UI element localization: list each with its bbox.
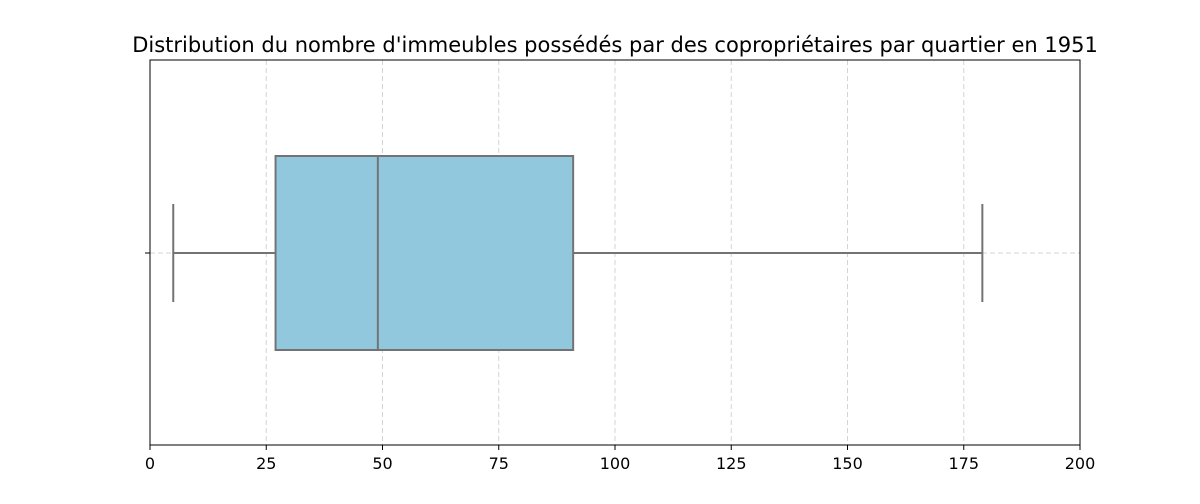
x-tick-label: 50 [372,454,392,473]
chart-title: Distribution du nombre d'immeubles possé… [132,33,1098,57]
x-tick-label: 150 [832,454,863,473]
x-tick-label: 75 [489,454,509,473]
x-tick-label: 200 [1065,454,1096,473]
x-tick-label: 175 [948,454,979,473]
box-plot [172,155,984,351]
iqr-box [274,155,575,351]
x-tick-label: 125 [716,454,747,473]
x-tick-label: 25 [256,454,276,473]
x-tick-label: 100 [600,454,631,473]
x-axis: 0 25 50 75 100 125 150 175 200 [145,252,1096,473]
x-tick-label: 0 [145,454,155,473]
